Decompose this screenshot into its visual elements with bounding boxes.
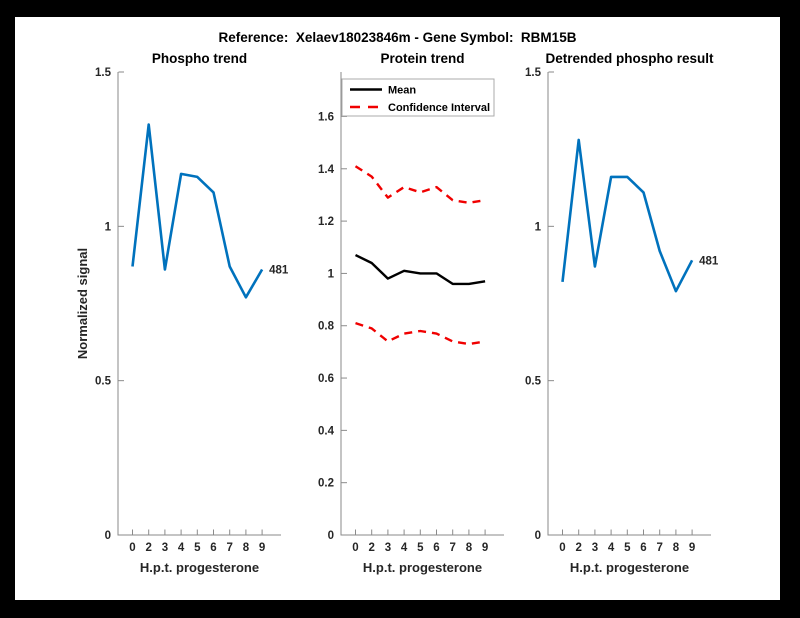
x-tick-label: 0	[559, 542, 565, 554]
y-tick-label: 0	[105, 530, 111, 542]
legend-box	[341, 78, 495, 117]
y-tick-label: 1.5	[525, 67, 542, 79]
y-tick-label: 1.6	[318, 111, 334, 123]
series-end-label: 481	[269, 265, 289, 277]
y-tick-label: 0	[535, 530, 541, 542]
x-tick-label: 4	[178, 542, 185, 554]
x-tick-label: 0	[352, 542, 358, 554]
x-tick-label: 9	[259, 542, 265, 554]
line-mean	[354, 254, 486, 286]
y-tick-label: 0.8	[318, 321, 335, 333]
x-tick-label: 5	[194, 542, 201, 554]
y-tick-label: 1.5	[95, 67, 112, 79]
legend-label: Confidence Interval	[388, 102, 490, 114]
x-tick-label: 4	[401, 542, 408, 554]
x-tick-label: 7	[656, 542, 662, 554]
subplot-title: Protein trend	[380, 51, 464, 66]
line-ci-upper	[354, 165, 486, 205]
legend-label: Mean	[388, 85, 416, 97]
x-tick-label: 3	[162, 542, 168, 554]
x-axis-label: H.p.t. progesterone	[363, 560, 482, 575]
axis-lines	[340, 72, 504, 536]
x-tick-label: 2	[145, 542, 151, 554]
x-tick-label: 5	[417, 542, 424, 554]
x-axis-label: H.p.t. progesterone	[140, 560, 259, 575]
x-tick-label: 8	[466, 542, 473, 554]
y-tick-label: 1	[105, 221, 112, 233]
figure-canvas: Reference: Xelaev18023846m - Gene Symbol…	[15, 17, 780, 600]
subplot-protein-trend: 00.20.40.60.811.21.41.60 2 3 4 5 6 7 8 9Protein …	[318, 51, 504, 575]
x-tick-label: 6	[210, 542, 216, 554]
y-tick-label: 1	[328, 268, 335, 280]
x-tick-label: 0	[129, 542, 135, 554]
x-tick-label: 4	[608, 542, 615, 554]
axis-lines	[117, 72, 281, 536]
y-tick-label: 1	[535, 221, 542, 233]
y-tick-label: 0.6	[318, 373, 334, 385]
y-tick-label: 1.4	[318, 164, 335, 176]
axis-lines	[547, 72, 711, 536]
x-tick-label: 7	[226, 542, 232, 554]
y-tick-label: 0.2	[318, 478, 334, 490]
line-ci-lower	[355, 321, 486, 346]
x-tick-label: 8	[243, 542, 250, 554]
x-tick-label: 2	[368, 542, 374, 554]
x-axis-label: H.p.t. progesterone	[570, 560, 689, 575]
x-tick-label: 3	[592, 542, 598, 554]
y-tick-label: 0	[328, 530, 334, 542]
x-tick-label: 6	[433, 542, 439, 554]
x-tick-label: 6	[640, 542, 646, 554]
x-tick-label: 5	[624, 542, 631, 554]
y-tick-label: 1.2	[318, 216, 334, 228]
subplot-title: Phospho trend	[152, 51, 247, 66]
y-tick-label: 0.5	[525, 376, 542, 388]
figure-title: Reference: Xelaev18023846m - Gene Symbol…	[218, 30, 577, 45]
x-tick-label: 2	[575, 542, 581, 554]
x-tick-label: 9	[482, 542, 488, 554]
x-tick-label: 8	[673, 542, 680, 554]
line-phospho-signal	[131, 123, 264, 299]
subplot-title: Detrended phospho result	[545, 51, 714, 66]
y-tick-label: 0.5	[95, 376, 112, 388]
x-tick-label: 7	[449, 542, 455, 554]
series-end-label: 481	[699, 255, 719, 267]
line-detrended-phospho	[561, 138, 694, 293]
x-tick-label: 3	[385, 542, 391, 554]
y-tick-label: 0.4	[318, 425, 335, 437]
y-axis-label: Normalized signal	[75, 248, 90, 359]
x-tick-label: 9	[689, 542, 695, 554]
